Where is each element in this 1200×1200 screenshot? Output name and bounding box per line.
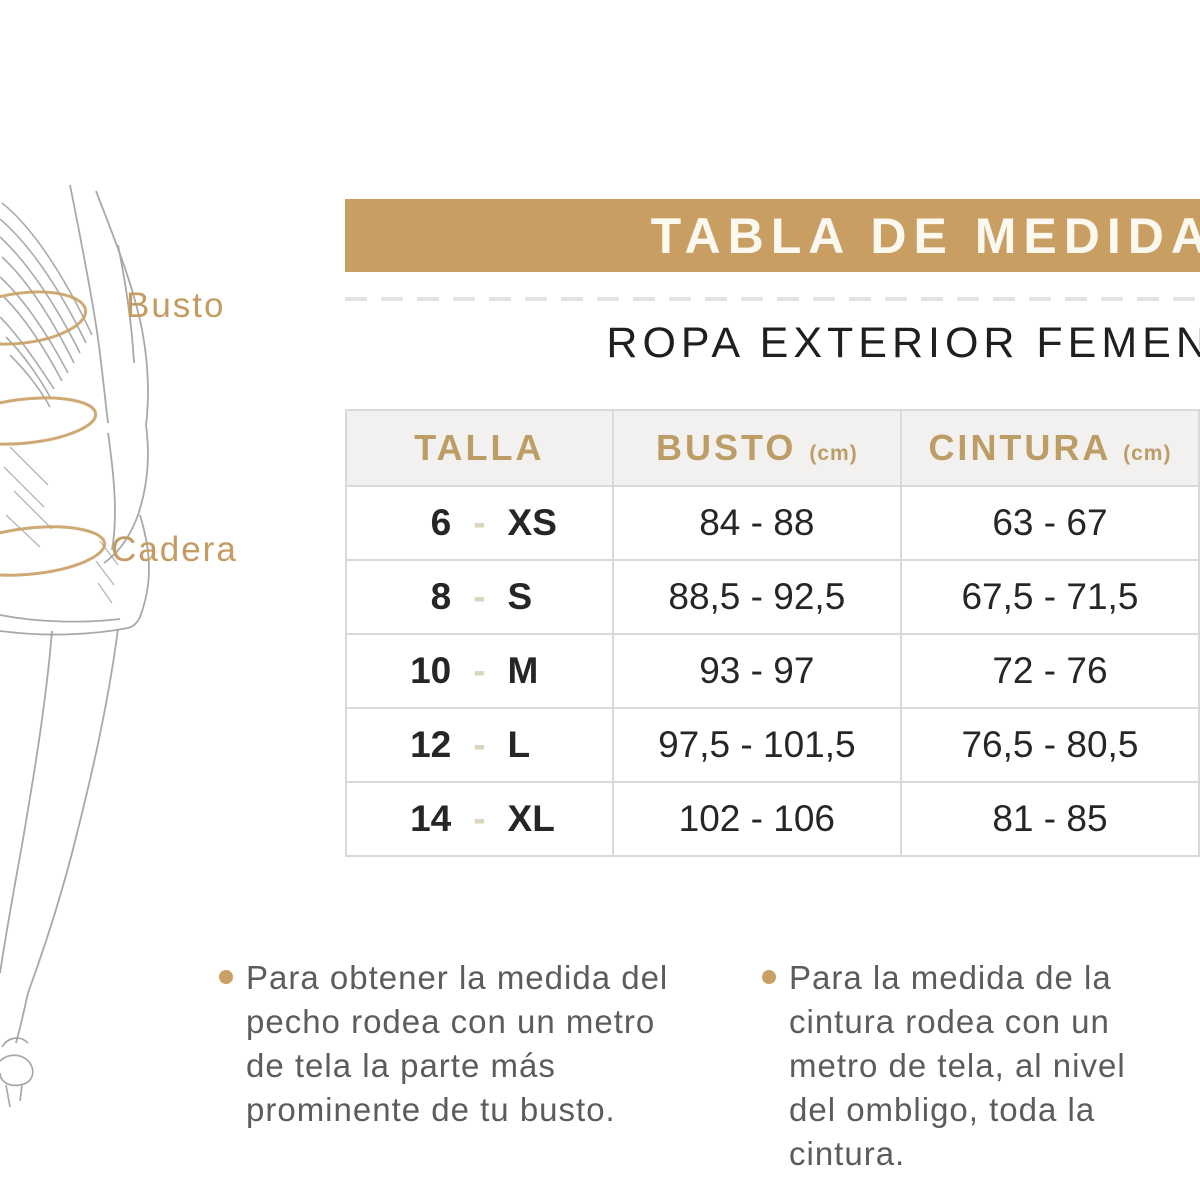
table-row: 8 - S 88,5 - 92,5 67,5 - 71,5 xyxy=(345,559,1200,635)
busto-cell: 97,5 - 101,5 xyxy=(611,707,902,783)
size-number: 12 xyxy=(410,724,452,765)
bullet-dot-icon xyxy=(762,970,776,984)
cintura-cell: 72 - 76 xyxy=(899,633,1200,709)
busto-cell: 88,5 - 92,5 xyxy=(611,559,902,635)
column-header-busto: BUSTO (cm) xyxy=(611,409,902,487)
talla-cell: 10 - M xyxy=(345,633,614,709)
size-letter: M xyxy=(507,650,539,691)
column-header-label: CINTURA xyxy=(928,427,1111,468)
busto-cell: 93 - 97 xyxy=(611,633,902,709)
table-row: 10 - M 93 - 97 72 - 76 xyxy=(345,633,1200,709)
sketch-hatching-top xyxy=(0,202,93,408)
column-header-label: TALLA xyxy=(414,427,545,468)
sketch-shoe xyxy=(0,1037,34,1108)
sketch-skirt-hatching xyxy=(3,446,119,604)
cintura-cell: 76,5 - 80,5 xyxy=(899,707,1200,783)
column-header-talla: TALLA xyxy=(345,409,614,487)
page-subtitle: ROPA EXTERIOR FEMENINA xyxy=(606,319,1200,367)
woman-sketch-illustration xyxy=(0,185,150,1108)
bullet-dot-icon xyxy=(219,970,233,984)
cintura-cell: 81 - 85 xyxy=(899,781,1200,857)
talla-cell: 8 - S xyxy=(345,559,614,635)
hip-measure-ellipse xyxy=(0,525,107,577)
table-row: 14 - XL 102 - 106 81 - 85 xyxy=(345,781,1200,857)
dash-separator: - xyxy=(473,724,486,765)
table-row: 12 - L 97,5 - 101,5 76,5 - 80,5 xyxy=(345,707,1200,783)
column-header-cintura: CINTURA (cm) xyxy=(899,409,1200,487)
size-letter: XS xyxy=(507,502,557,543)
busto-cell: 102 - 106 xyxy=(611,781,902,857)
size-number: 14 xyxy=(410,798,452,839)
size-number: 6 xyxy=(430,502,452,543)
dash-separator: - xyxy=(473,502,486,543)
sketch-skirt xyxy=(0,514,150,636)
size-number: 8 xyxy=(430,576,452,617)
column-header-label: BUSTO xyxy=(655,427,797,468)
bust-measuring-note: Para obtener la medida del pecho rodea c… xyxy=(246,959,669,1128)
size-letter: L xyxy=(507,724,531,765)
column-header-unit: (cm) xyxy=(1123,442,1172,465)
busto-cell: 84 - 88 xyxy=(611,485,902,561)
size-letter: XL xyxy=(507,798,555,839)
size-chart-table: TALLA BUSTO (cm) CINTURA (cm) 6 - X xyxy=(345,409,1200,857)
bust-measure-ellipse xyxy=(0,290,88,346)
cintura-cell: 63 - 67 xyxy=(899,485,1200,561)
size-number: 10 xyxy=(410,650,452,691)
size-letter: S xyxy=(507,576,533,617)
waist-measuring-note: Para la medida de la cintura rodea con u… xyxy=(789,959,1126,1172)
page-title: TABLA DE MEDIDAS xyxy=(650,207,1200,264)
bust-label: Busto xyxy=(126,286,226,325)
title-banner: TABLA DE MEDIDAS xyxy=(345,199,1200,272)
dashed-divider xyxy=(345,297,1200,301)
talla-cell: 6 - XS xyxy=(345,485,614,561)
sketch-leg xyxy=(0,628,119,1044)
dash-separator: - xyxy=(473,798,486,839)
column-header-unit: (cm) xyxy=(809,442,858,465)
talla-cell: 12 - L xyxy=(345,707,614,783)
table-header-row: TALLA BUSTO (cm) CINTURA (cm) xyxy=(345,409,1200,487)
table-row: 6 - XS 84 - 88 63 - 67 xyxy=(345,485,1200,561)
sketch-torso xyxy=(69,185,149,564)
dash-separator: - xyxy=(473,576,486,617)
talla-cell: 14 - XL xyxy=(345,781,614,857)
dash-separator: - xyxy=(473,650,486,691)
hip-label: Cadera xyxy=(111,530,238,569)
waist-measure-ellipse xyxy=(0,396,98,446)
cintura-cell: 67,5 - 71,5 xyxy=(899,559,1200,635)
